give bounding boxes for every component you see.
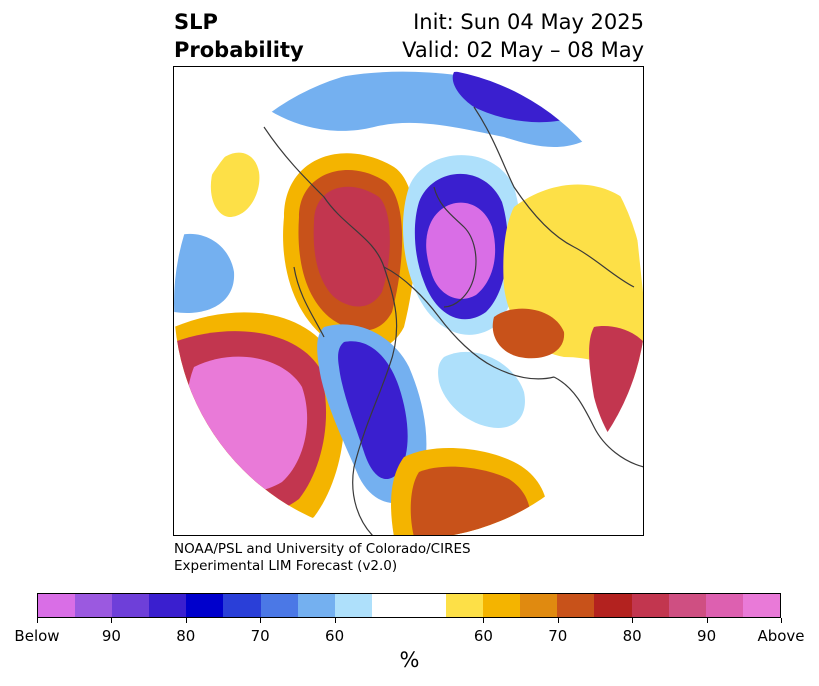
above-region-east-core xyxy=(492,308,565,359)
colorbar-tick-label: 60 xyxy=(325,627,345,645)
colorbar-tick xyxy=(706,618,708,623)
title-line-2: Probability xyxy=(174,38,304,62)
colorbar-tick-label: 90 xyxy=(697,627,717,645)
colorbar-swatch xyxy=(297,594,335,617)
above-region-west-core xyxy=(313,186,390,307)
colorbar-tick xyxy=(111,618,113,623)
colorbar-swatch xyxy=(557,594,595,617)
credit-line-2: Experimental LIM Forecast (v2.0) xyxy=(174,558,398,574)
above-region-pacific-core xyxy=(186,356,308,493)
colorbar xyxy=(37,593,781,618)
colorbar-swatch xyxy=(260,594,298,617)
colorbar-swatch xyxy=(334,594,372,617)
map-title: SLP Probability xyxy=(174,8,304,64)
title-line-1: SLP xyxy=(174,10,218,34)
colorbar-swatch xyxy=(223,594,261,617)
map-canvas xyxy=(174,67,643,535)
below-region-north-core xyxy=(452,71,574,123)
colorbar-ticks: Below 90 80 70 60 60 70 80 90 Above xyxy=(14,618,805,645)
colorbar-swatch xyxy=(186,594,224,617)
colorbar-tick xyxy=(781,618,782,623)
colorbar-swatch xyxy=(112,594,150,617)
below-region-pacific xyxy=(174,233,235,313)
colorbar-swatch xyxy=(408,594,447,617)
date-info: Init: Sun 04 May 2025 Valid: 02 May – 08… xyxy=(402,8,644,64)
colorbar-tick xyxy=(334,618,336,623)
colorbar-tick-label: 80 xyxy=(176,627,196,645)
colorbar-tick xyxy=(557,618,559,623)
colorbar-swatch xyxy=(705,594,743,617)
colorbar-tick-label: 80 xyxy=(622,627,642,645)
colorbar-swatch xyxy=(38,594,76,617)
colorbar-swatch xyxy=(668,594,706,617)
above-region-far-east xyxy=(589,326,643,487)
colorbar-swatch xyxy=(742,594,780,617)
colorbar-tick-label: Below xyxy=(14,627,60,645)
colorbar-tick xyxy=(483,618,485,623)
colorbar-swatch xyxy=(446,594,484,617)
colorbar-swatch xyxy=(75,594,113,617)
colorbar-swatch xyxy=(631,594,669,617)
forecast-field xyxy=(174,67,643,535)
above-region-southeast-core xyxy=(410,466,531,535)
colorbar-tick xyxy=(260,618,262,623)
colorbar-tick-label: 70 xyxy=(548,627,568,645)
colorbar-tick-label: 70 xyxy=(250,627,270,645)
colorbar-swatch xyxy=(594,594,632,617)
credit-line-1: NOAA/PSL and University of Colorado/CIRE… xyxy=(174,541,471,557)
colorbar-swatch xyxy=(520,594,558,617)
valid-date: Valid: 02 May – 08 May xyxy=(402,38,644,62)
colorbar-swatch xyxy=(149,594,187,617)
colorbar-tick-label: 60 xyxy=(473,627,493,645)
credit-text: NOAA/PSL and University of Colorado/CIRE… xyxy=(174,541,471,575)
init-date: Init: Sun 04 May 2025 xyxy=(413,10,644,34)
colorbar-tick-label: Above xyxy=(757,627,805,645)
above-region-arctic-west xyxy=(210,152,260,217)
colorbar-swatch xyxy=(371,594,409,617)
colorbar-tick xyxy=(632,618,634,623)
coastlines xyxy=(263,106,643,535)
colorbar-swatch xyxy=(483,594,521,617)
colorbar-tick xyxy=(185,618,187,623)
colorbar-unit: % xyxy=(399,648,420,672)
colorbar-tick xyxy=(37,618,38,623)
probability-map xyxy=(173,66,644,536)
colorbar-tick-label: 90 xyxy=(101,627,121,645)
below-region-central-core xyxy=(426,202,496,299)
